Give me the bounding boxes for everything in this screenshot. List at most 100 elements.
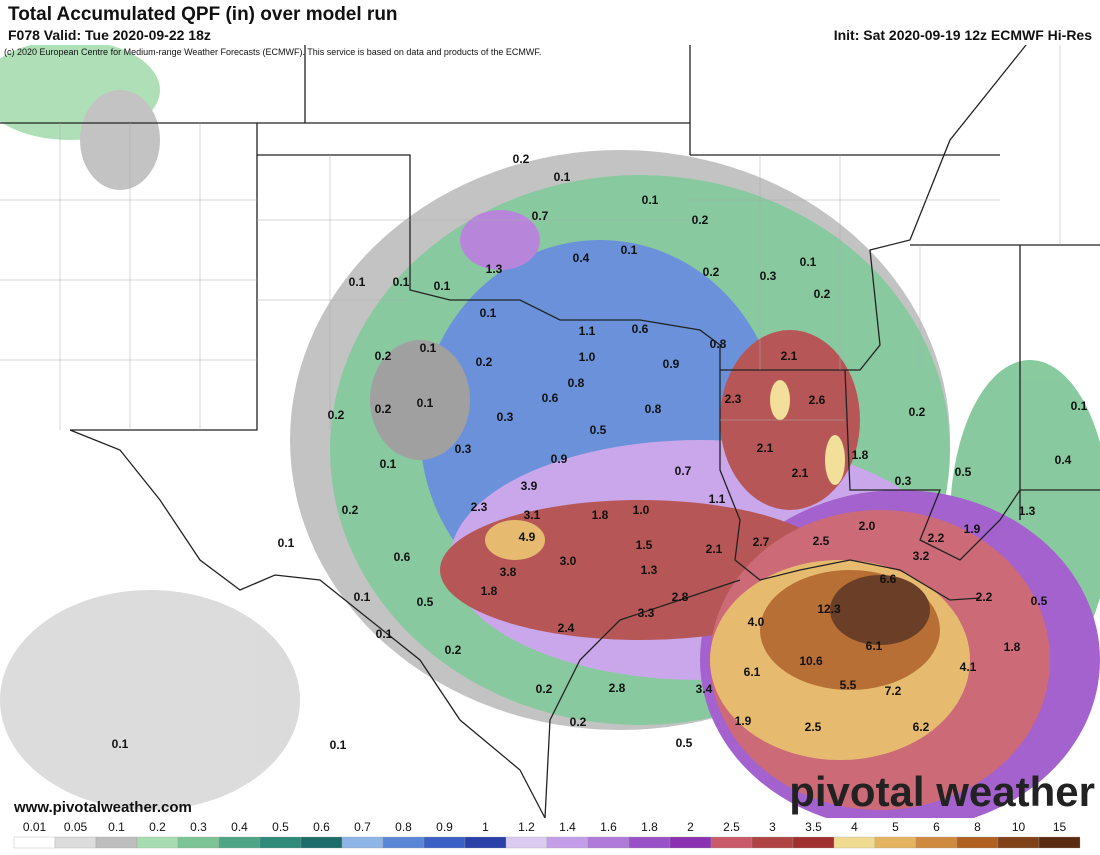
colorbar-swatch (874, 836, 917, 849)
map-value-label: 0.1 (1071, 399, 1088, 413)
map-value-label: 0.1 (376, 627, 393, 641)
map-value-label: 0.2 (536, 682, 553, 696)
map-value-label: 0.2 (375, 349, 392, 363)
map-value-label: 6.1 (866, 639, 883, 653)
map-value-label: 0.2 (375, 402, 392, 416)
map-value-label: 0.8 (645, 402, 662, 416)
map-value-label: 0.5 (955, 465, 972, 479)
colorbar-swatch (136, 836, 179, 849)
map-value-label: 0.5 (1031, 594, 1048, 608)
colorbar-label: 2 (687, 820, 694, 834)
colorbar-label: 1.6 (600, 820, 617, 834)
map-value-label: 0.1 (417, 396, 434, 410)
colorbar-swatch (751, 836, 794, 849)
county-borders (0, 45, 1061, 430)
map-value-label: 1.8 (592, 508, 609, 522)
colorbar-label: 0.3 (190, 820, 207, 834)
map-value-label: 2.8 (609, 681, 626, 695)
map-value-label: 0.1 (554, 170, 571, 184)
colorbar-label: 0.4 (231, 820, 248, 834)
map-value-label: 0.1 (354, 590, 371, 604)
colorbar-swatch (54, 836, 97, 849)
colorbar-label: 5 (892, 820, 899, 834)
init-time: Init: Sat 2020-09-19 12z ECMWF Hi-Res (834, 27, 1093, 43)
map-value-label: 0.5 (676, 736, 693, 750)
colorbar-label: 1 (482, 820, 489, 834)
colorbar-label: 4 (851, 820, 858, 834)
map-value-label: 0.1 (420, 341, 437, 355)
map-value-label: 2.3 (725, 392, 742, 406)
map-value-label: 0.6 (394, 550, 411, 564)
map-value-label: 3.3 (638, 606, 655, 620)
map-value-label: 0.1 (480, 306, 497, 320)
colorbar-label: 0.9 (436, 820, 453, 834)
colorbar-swatch (218, 836, 261, 849)
map-value-label: 0.1 (642, 193, 659, 207)
map-value-label: 0.1 (393, 275, 410, 289)
map-value-label: 3.1 (524, 508, 541, 522)
colorbar-swatch (710, 836, 753, 849)
map-value-label: 1.3 (486, 262, 503, 276)
map-value-label: 0.5 (417, 595, 434, 609)
map-value-label: 6.1 (744, 665, 761, 679)
colorbar-label: 15 (1053, 820, 1067, 834)
map-value-label: 2.2 (976, 590, 993, 604)
map-value-label: 0.3 (497, 410, 514, 424)
map-value-label: 3.0 (560, 554, 577, 568)
map-value-label: 0.3 (455, 442, 472, 456)
map-value-label: 2.3 (471, 500, 488, 514)
map-value-label: 0.4 (573, 251, 590, 265)
colorbar-label: 3.5 (805, 820, 822, 834)
map-value-label: 1.3 (1019, 504, 1036, 518)
map-value-label: 1.9 (964, 522, 981, 536)
map-value-label: 0.2 (692, 213, 709, 227)
colorbar-swatch (177, 836, 220, 849)
precip-shading (0, 40, 1100, 830)
state-borders (0, 39, 1100, 819)
colorbar-swatch (792, 836, 835, 849)
colorbar: 0.01 0.05 0.1 0.2 0.3 0.4 0.5 0.6 0.7 0.8 0.9 1 1.2 1… (13, 820, 1081, 849)
colorbar-label: 1.2 (518, 820, 535, 834)
map-value-label: 1.5 (636, 538, 653, 552)
colorbar-swatch (464, 836, 507, 849)
map-value-label: 2.4 (558, 621, 575, 635)
map-value-label: 0.1 (434, 279, 451, 293)
map-value-label: 2.0 (859, 519, 876, 533)
map-value-label: 1.8 (852, 448, 869, 462)
map-value-label: 0.3 (760, 269, 777, 283)
colorbar-swatch (546, 836, 589, 849)
colorbar-label: 1.8 (641, 820, 658, 834)
colorbar-swatch (300, 836, 343, 849)
map-value-label: 1.8 (1004, 640, 1021, 654)
map-value-label: 2.1 (792, 466, 809, 480)
map-value-label: 1.3 (641, 563, 658, 577)
map-value-label: 5.5 (840, 678, 857, 692)
colorbar-swatch (587, 836, 630, 849)
colorbar-swatch (669, 836, 712, 849)
colorbar-swatch (341, 836, 384, 849)
map-value-label: 3.2 (913, 549, 930, 563)
map-value-label: 2.6 (809, 393, 826, 407)
colorbar-label: 0.01 (23, 820, 47, 834)
colorbar-swatch (505, 836, 548, 849)
map-value-label: 1.1 (579, 324, 596, 338)
map-value-label: 0.1 (112, 737, 129, 751)
colorbar-label: 0.7 (354, 820, 371, 834)
map-value-label: 0.8 (568, 376, 585, 390)
map-value-label: 2.2 (928, 531, 945, 545)
colorbar-label: 1.4 (559, 820, 576, 834)
colorbar-swatch (259, 836, 302, 849)
colorbar-swatch (833, 836, 876, 849)
colorbar-label: 0.5 (272, 820, 289, 834)
map-value-label: 6.6 (880, 572, 897, 586)
map-value-label: 0.8 (710, 337, 727, 351)
map-value-label: 0.2 (909, 405, 926, 419)
map-value-label: 1.1 (709, 492, 726, 506)
colorbar-swatch (915, 836, 958, 849)
map-value-label: 4.0 (748, 615, 765, 629)
colorbar-label: 8 (974, 820, 981, 834)
map-value-label: 0.9 (551, 452, 568, 466)
header-band (0, 0, 1100, 45)
map-value-label: 0.1 (380, 457, 397, 471)
map-value-label: 3.8 (500, 565, 517, 579)
